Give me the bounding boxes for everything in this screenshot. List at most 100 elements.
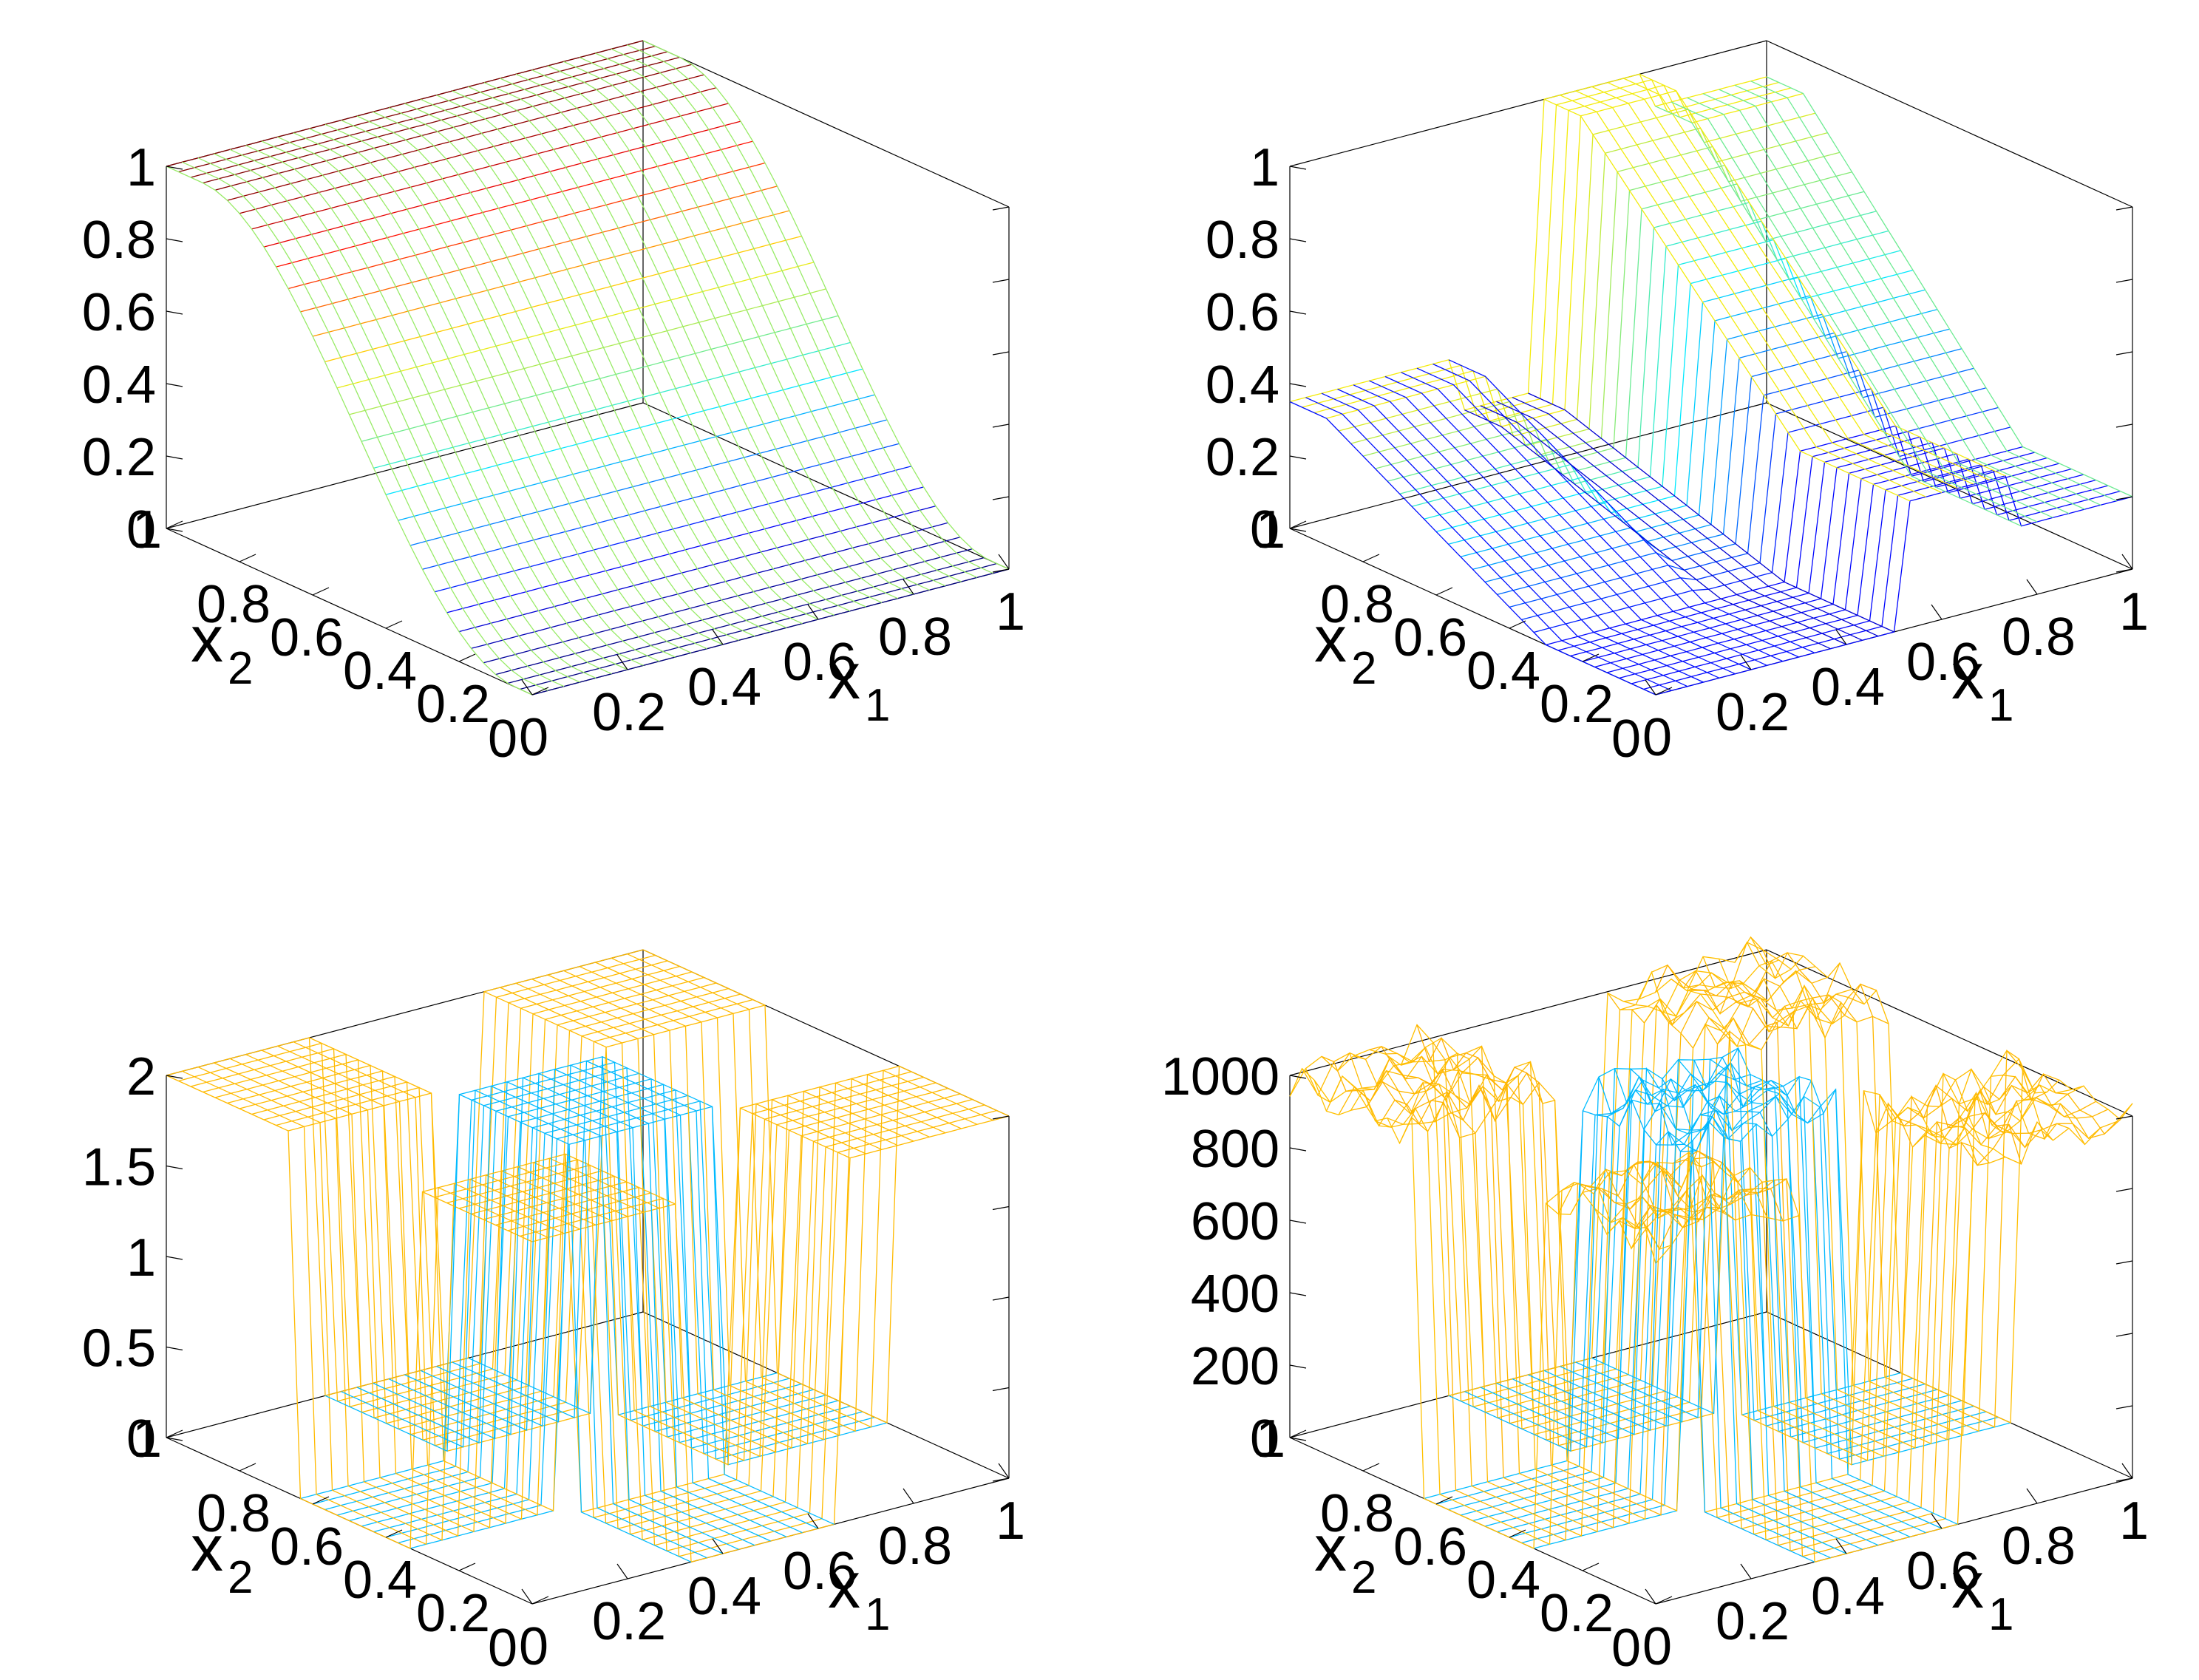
mesh-line: [436, 1064, 803, 1534]
x-tick-label: 1: [2119, 1492, 2149, 1551]
x-tick: [616, 654, 628, 670]
x-axis-label-subscript: 1: [1988, 680, 2013, 731]
z-tick: [1289, 1075, 1307, 1079]
z-tick-label: 1: [126, 138, 156, 197]
y-tick-label: 0: [488, 710, 517, 769]
z-tick-label: 0.8: [82, 211, 156, 270]
y-tick-label: 0.4: [1466, 642, 1540, 701]
mesh-line: [388, 1077, 755, 1546]
mesh-line: [1575, 90, 1943, 494]
x-tick-label: 0.8: [878, 608, 952, 667]
mesh-line: [1448, 359, 1815, 653]
z-tick: [2115, 279, 2133, 283]
z-tick-label: 0.8: [1206, 211, 1279, 270]
z-tick: [1289, 528, 1307, 532]
z-tick: [166, 528, 183, 532]
z-tick: [2115, 1188, 2133, 1192]
z-tick: [166, 1437, 183, 1441]
z-tick: [166, 1165, 183, 1170]
mesh-line: [1591, 86, 1958, 489]
mesh-line: [1326, 90, 1804, 427]
mesh-line: [1424, 239, 1901, 520]
y-tick: [312, 587, 330, 596]
z-tick: [1289, 1292, 1307, 1296]
y-tick: [1655, 1596, 1673, 1605]
x-tick-label: 0: [1642, 708, 1672, 767]
x-tick-label: 0.6: [1906, 633, 1980, 692]
mesh-line: [483, 991, 851, 1466]
y-axis-label: x: [1314, 1511, 1347, 1585]
mesh-line: [1480, 1068, 1847, 1554]
z-tick-label: 800: [1191, 1120, 1279, 1179]
z-tick: [992, 1296, 1010, 1301]
y-tick: [1655, 687, 1673, 696]
z-tick: [166, 238, 183, 242]
mesh-line: [1302, 79, 1779, 416]
mesh-line: [595, 52, 962, 582]
mesh-line: [324, 123, 692, 653]
y-tick: [312, 1496, 330, 1505]
x-tick: [521, 679, 533, 696]
mesh-line: [579, 57, 946, 587]
mesh-line: [1480, 405, 1847, 645]
mesh-line: [1353, 384, 1720, 679]
x-tick: [1931, 604, 1943, 620]
y-axis-label: x: [1314, 602, 1347, 676]
y-tick-label: 0: [1611, 1619, 1641, 1678]
x-tick-label: 0.2: [592, 1592, 666, 1651]
x-axis-label: x: [828, 1548, 860, 1622]
z-tick-label: 1: [1250, 138, 1279, 197]
z-tick-label: 0.2: [1206, 428, 1279, 487]
y-tick: [239, 554, 256, 562]
mesh-line: [595, 962, 962, 1436]
axis-box-edge: [1766, 402, 2133, 570]
y-tick: [1362, 554, 1380, 562]
x-tick: [2121, 554, 2133, 570]
z-tick: [2115, 1477, 2133, 1482]
mesh-line: [293, 132, 660, 662]
mesh-line: [1557, 431, 2036, 651]
mesh-line: [1448, 1098, 1815, 1562]
y-tick-label: 0.6: [270, 608, 344, 667]
y-tick: [1582, 1562, 1600, 1571]
mesh-line: [1305, 397, 1672, 691]
mesh-line: [1734, 941, 2101, 1432]
x-tick: [998, 554, 1010, 570]
z-tick-label: 0.2: [82, 428, 156, 487]
mesh-line: [245, 145, 612, 675]
z-tick: [2115, 424, 2133, 428]
x-tick-label: 0: [519, 1617, 548, 1676]
mesh-line: [1766, 955, 2133, 1424]
mesh-line: [373, 1081, 739, 1550]
z-tick: [1289, 238, 1307, 242]
z-tick-label: 0: [126, 1409, 156, 1469]
y-tick: [239, 1463, 256, 1472]
mesh-line: [1369, 380, 1736, 675]
mesh-line: [515, 982, 883, 1458]
mesh-line: [1671, 101, 2038, 523]
mesh-line: [356, 115, 724, 645]
mesh-line: [190, 960, 668, 1408]
z-tick: [1289, 1364, 1307, 1369]
mesh-line: [1750, 936, 2117, 1428]
mesh-line: [229, 149, 597, 679]
x-axis-label: x: [828, 639, 860, 713]
z-tick-label: 0: [1250, 500, 1279, 560]
mesh-line: [1734, 84, 2101, 506]
z-tick-label: 400: [1191, 1265, 1279, 1324]
mesh-line: [1766, 76, 2133, 497]
mesh-line: [1639, 73, 2006, 477]
mesh-line: [1460, 295, 1938, 557]
mesh-line: [1353, 1055, 1720, 1533]
y-tick: [458, 1562, 476, 1571]
mesh-line: [579, 966, 946, 1441]
x-tick: [521, 1588, 533, 1605]
z-tick-label: 0.4: [82, 356, 156, 415]
mesh-line: [1313, 965, 1792, 1408]
x-axis-label: x: [1951, 1548, 1984, 1622]
mesh-line: [1750, 81, 2117, 502]
z-tick: [166, 1346, 183, 1351]
x-axis-label: x: [1951, 639, 1984, 713]
mesh-line: [277, 136, 644, 666]
y-tick: [1582, 653, 1600, 662]
